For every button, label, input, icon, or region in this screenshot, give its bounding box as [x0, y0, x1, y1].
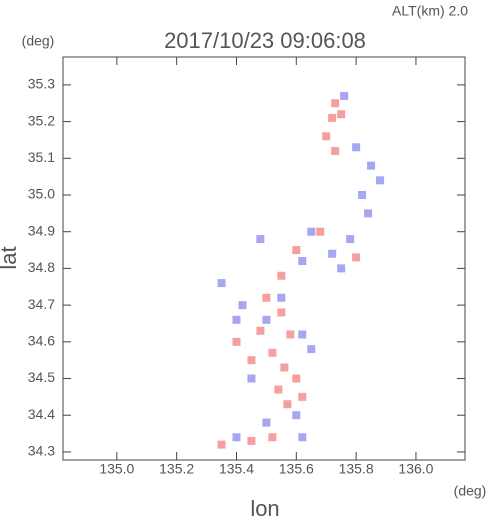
- y-tick-label: 34.9: [28, 222, 55, 238]
- y-tick-label: 35.0: [28, 186, 55, 202]
- x-tick-label: 135.0: [99, 461, 134, 477]
- radar-cell: [277, 308, 286, 317]
- radar-cell: [277, 271, 286, 280]
- radar-cell: [280, 363, 289, 372]
- radar-cell: [262, 293, 271, 302]
- radar-cell: [316, 227, 325, 236]
- y-tick-label: 34.4: [28, 406, 55, 422]
- radar-cell: [292, 374, 301, 383]
- radar-cell: [256, 235, 265, 244]
- radar-cell: [337, 264, 346, 273]
- radar-cell: [268, 433, 277, 442]
- radar-cell: [286, 330, 295, 339]
- radar-cell: [217, 279, 226, 288]
- y-tick-label: 34.3: [28, 443, 55, 459]
- y-unit: (deg): [22, 33, 55, 49]
- radar-cell: [232, 315, 241, 324]
- radar-cell: [322, 132, 331, 141]
- radar-cell: [328, 249, 337, 258]
- radar-cell: [274, 385, 283, 394]
- radar-cell: [337, 110, 346, 119]
- radar-cell: [247, 436, 256, 445]
- radar-cell: [358, 191, 367, 200]
- radar-cell: [331, 146, 340, 155]
- x-tick-label: 135.2: [159, 461, 194, 477]
- radar-cell: [232, 433, 241, 442]
- radar-cell: [298, 392, 307, 401]
- radar-cell: [331, 99, 340, 108]
- radar-cell: [298, 330, 307, 339]
- radar-cell: [298, 257, 307, 266]
- y-tick-label: 34.7: [28, 296, 55, 312]
- radar-cell: [307, 227, 316, 236]
- y-tick-label: 35.1: [28, 149, 55, 165]
- chart-title: 2017/10/23 09:06:08: [164, 28, 366, 53]
- y-axis-label: lat: [0, 246, 21, 269]
- x-tick-label: 135.4: [219, 461, 254, 477]
- radar-cell: [277, 293, 286, 302]
- chart-subtitle: ALT(km) 2.0: [392, 3, 468, 19]
- radar-cell: [346, 235, 355, 244]
- radar-cell: [232, 337, 241, 346]
- radar-cell: [262, 315, 271, 324]
- y-tick-label: 34.8: [28, 259, 55, 275]
- plot-frame: [62, 56, 466, 461]
- radar-cell: [256, 326, 265, 335]
- radar-cell: [364, 209, 373, 218]
- x-tick-label: 135.6: [279, 461, 314, 477]
- radar-cell: [292, 246, 301, 255]
- radar-cell: [292, 411, 301, 420]
- x-tick-label: 136.0: [398, 461, 433, 477]
- radar-cell: [328, 113, 337, 122]
- radar-cell: [367, 161, 376, 170]
- radar-cell: [298, 433, 307, 442]
- radar-cell: [247, 374, 256, 383]
- radar-cell: [283, 400, 292, 409]
- y-tick-label: 34.5: [28, 369, 55, 385]
- y-tick-label: 35.2: [28, 112, 55, 128]
- y-tick-label: 35.3: [28, 76, 55, 92]
- radar-cell: [262, 418, 271, 427]
- radar-cell: [247, 356, 256, 365]
- radar-cell: [268, 348, 277, 357]
- radar-cell: [307, 345, 316, 354]
- x-tick-label: 135.8: [339, 461, 374, 477]
- radar-cell: [352, 253, 361, 262]
- radar-cell: [238, 301, 247, 310]
- radar-cell: [340, 91, 349, 100]
- y-tick-label: 34.6: [28, 333, 55, 349]
- radar-cell: [352, 143, 361, 152]
- x-unit: (deg): [454, 483, 487, 499]
- radar-cell: [217, 440, 226, 449]
- radar-cell: [376, 176, 385, 185]
- x-axis-label: lon: [250, 496, 279, 521]
